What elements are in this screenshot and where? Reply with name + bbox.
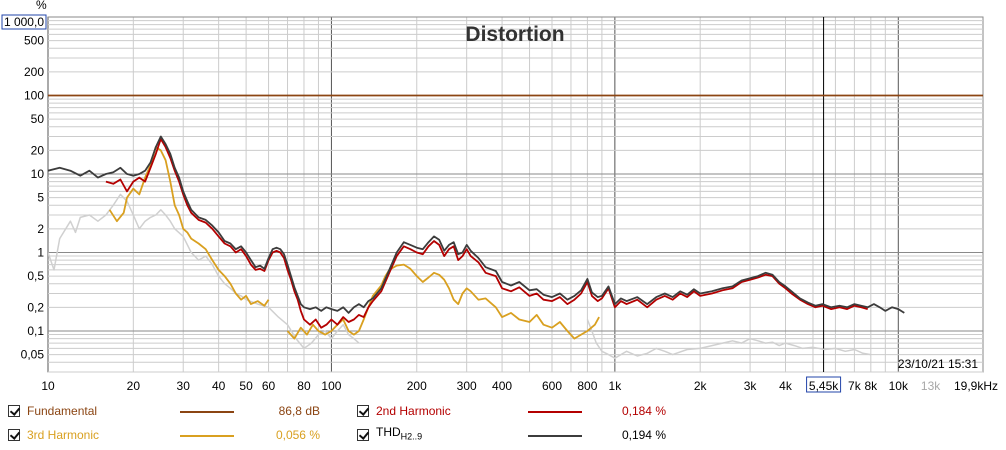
x-tick-label: 4k (779, 379, 793, 393)
series-line-h3 (108, 146, 270, 307)
legend-swatch (180, 435, 234, 437)
legend-item (8, 402, 20, 420)
y-axis-ticks: 1 000,0 500 200 100 50 20 10 5 2 1 0,5 0,2 0,1 0,05 (1, 14, 47, 362)
x-tick-label: 20 (127, 379, 141, 393)
legend-checkbox[interactable] (8, 429, 20, 441)
x-tick-label: 50 (239, 379, 253, 393)
x-tick-label: 8k (864, 379, 878, 393)
y-tick-label: 0,1 (27, 324, 44, 338)
y-tick-label: 1 000,0 (4, 15, 44, 29)
x-tick-label: 800 (577, 379, 597, 393)
y-unit-label: % (36, 0, 47, 12)
x-tick-label: 400 (492, 379, 512, 393)
y-tick-label: 100 (24, 88, 44, 102)
grid (47, 16, 983, 373)
series-line-h2 (105, 138, 868, 329)
y-tick-label: 10 (31, 167, 45, 181)
y-tick-label: 50 (31, 112, 45, 126)
y-tick-label-boxed: 1 000,0 (1, 14, 47, 30)
legend-item (357, 402, 369, 420)
y-tick-label: 2 (37, 222, 44, 236)
y-tick-label: 1 (37, 245, 44, 259)
chart-title: Distortion (465, 23, 564, 46)
x-tick-label: 10k (889, 379, 909, 393)
x-tick-label: 200 (407, 379, 427, 393)
x-tick-label: 13k (921, 379, 941, 393)
legend-item (357, 426, 369, 444)
x-tick-label: 600 (542, 379, 562, 393)
y-tick-label: 0,5 (27, 269, 44, 283)
x-tick-label: 2k (694, 379, 708, 393)
legend-value: 86,8 dB (278, 404, 320, 418)
series-line-gray (48, 193, 360, 350)
cursor-value-box[interactable] (806, 376, 842, 393)
legend-value: 0,194 % (621, 428, 666, 442)
legend-label: THDH2..9 (376, 425, 423, 442)
series-line-gray (586, 319, 871, 359)
legend-swatch (528, 411, 582, 413)
y-tick-label: 20 (31, 143, 45, 157)
x-tick-label: 30 (177, 379, 191, 393)
x-tick-label: 60 (262, 379, 276, 393)
x-axis-ticks: 10 20 30 40 50 60 80 100 200 300 400 600 800 1k 2k 3k 4k… (41, 376, 998, 393)
legend-label: 3rd Harmonic (27, 428, 100, 442)
plot-area (47, 16, 984, 373)
timestamp: 23/10/21 15:31 (898, 357, 978, 371)
x-tick-label: 300 (457, 379, 477, 393)
y-tick-label: 500 (24, 34, 44, 48)
x-tick-label: 1k (609, 379, 623, 393)
x-tick-label: 7k (848, 379, 862, 393)
legend-value: 0,056 % (275, 428, 320, 442)
legend-value: 0,184 % (621, 404, 666, 418)
legend-label: 2nd Harmonic (376, 404, 451, 418)
y-tick-label: 5 (37, 191, 44, 205)
x-tick-label: 19,9kHz (954, 379, 998, 393)
series-group (48, 94, 983, 359)
x-tick-label: 40 (212, 379, 226, 393)
y-tick-label: 0,2 (27, 300, 44, 314)
y-tick-label: 0,05 (21, 348, 45, 362)
legend-label-subscript: H2..9 (400, 431, 423, 442)
x-tick-label: 3k (744, 379, 758, 393)
legend-item (8, 426, 20, 444)
x-tick-label: 80 (297, 379, 311, 393)
legend-label: Fundamental (27, 404, 98, 418)
x-tick-label: 5,45k (809, 379, 839, 393)
series-line-thd (48, 135, 905, 314)
legend-swatch (180, 411, 234, 413)
legend-swatch (528, 435, 582, 437)
legend-checkbox[interactable] (357, 405, 369, 417)
legend-checkbox[interactable] (8, 405, 20, 417)
legend-checkbox[interactable] (357, 429, 369, 441)
x-tick-label: 10 (41, 379, 55, 393)
x-tick-label: 100 (321, 379, 341, 393)
y-max-box (1, 14, 47, 30)
y-tick-label: 200 (24, 65, 44, 79)
